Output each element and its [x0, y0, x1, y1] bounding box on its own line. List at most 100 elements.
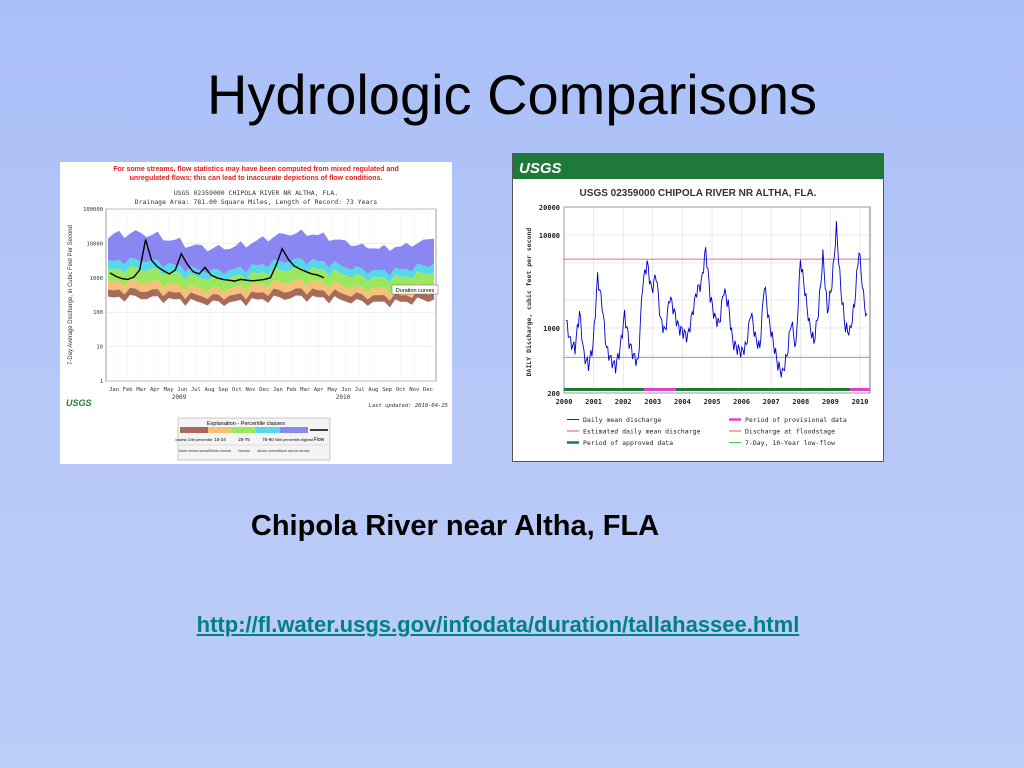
right-legend-label: Daily mean discharge [583, 416, 661, 424]
right-y-tick-label: 200 [547, 390, 560, 398]
right-x-tick-label: 2009 [822, 398, 839, 406]
left-x-tick-label: Jun [177, 387, 187, 393]
right-x-tick-label: 2003 [644, 398, 661, 406]
percentile-legend: Explanation - Percentile classes lowest-… [176, 417, 331, 461]
right-plot-area [563, 206, 871, 394]
right-x-tick-label: 2000 [556, 398, 573, 406]
band-above-normal [108, 257, 434, 283]
provisional-period-bar-2 [850, 388, 870, 391]
duration-label-box [391, 284, 439, 295]
left-header-line-1: USGS 02359000 CHIPOLA RIVER NR ALTHA, FL… [174, 189, 338, 197]
right-legend-label: 7-Day, 10-Year low-flow [745, 439, 835, 447]
usgs-header-bar [513, 154, 883, 179]
left-y-tick-label: 1 [100, 379, 103, 385]
right-legend-label: Discharge at floodstage [745, 428, 835, 436]
left-x-tick-label: Oct [232, 387, 242, 393]
legend-title: Explanation - Percentile classes [207, 421, 285, 427]
left-y-tick-label: 100 [93, 310, 103, 316]
daily-discharge-svg: USGS USGS 02359000 CHIPOLA RIVER NR ALTH… [513, 154, 883, 461]
left-x-tick-label: Sep [218, 387, 228, 393]
source-link[interactable]: http://fl.water.usgs.gov/infodata/durati… [196, 612, 800, 637]
left-y-axis-label: 7-Day Average Discharge, in Cubic Feet P… [68, 225, 74, 365]
left-x-tick-label: Nov [246, 387, 257, 393]
right-legend-label: Estimated daily mean discharge [583, 428, 700, 436]
left-plot-area: Duration curves [105, 208, 439, 382]
daily-discharge-figure: USGS USGS 02359000 CHIPOLA RIVER NR ALTH… [512, 153, 884, 462]
legend-desc-0: Much below normal [179, 449, 210, 453]
legend-class-2: 25-75 [238, 437, 250, 442]
legend-class-3: 76-90 [262, 437, 274, 442]
warning-line-1: For some streams, flow statistics may ha… [113, 166, 399, 173]
duration-hydrograph-figure: For some streams, flow statistics may ha… [60, 162, 452, 464]
left-x-tick-label: Jul [355, 387, 365, 393]
left-x-tick-label: Aug [205, 387, 215, 393]
band-normal [108, 266, 434, 294]
right-chart-title: USGS 02359000 CHIPOLA RIVER NR ALTHA, FL… [580, 188, 817, 199]
legend-class-1: 10-24 [214, 437, 226, 442]
slide-title: Hydrologic Comparisons [206, 63, 817, 126]
left-x-tick-label: May [164, 387, 175, 393]
right-y-axis-label: DAILY Discharge, cubic feet per second [525, 228, 533, 377]
left-x-tick-label: Feb [123, 387, 133, 393]
slide-subtitle: Chipola River near Altha, FLA [250, 510, 660, 542]
right-x-tick-label: 2007 [763, 398, 780, 406]
legend-class-4: 90th percentile-highest [275, 438, 314, 442]
right-legend-label: Period of provisional data [745, 416, 847, 424]
left-x-tick-label: Dec [259, 387, 269, 393]
right-y-tick-label: 1000 [543, 325, 560, 333]
left-x-tick-label: Nov [409, 387, 420, 393]
right-x-tick-label: 2008 [792, 398, 809, 406]
left-x-tick-label: Apr [150, 387, 161, 393]
left-x-tick-label: Feb [287, 387, 297, 393]
left-x-tick-label: Apr [314, 387, 325, 393]
usgs-logo-left: USGS [66, 398, 92, 408]
legend-desc-4: Much above normal [279, 449, 310, 453]
band-much-above-normal [108, 229, 434, 276]
right-y-tick-label: 20000 [539, 204, 560, 212]
flow-line [109, 239, 325, 282]
left-y-tick-label: 10000 [86, 241, 103, 247]
year-label-2009: 2009 [172, 394, 187, 401]
legend-desc-3: Above normal [257, 449, 279, 453]
right-x-tick-label: 2002 [615, 398, 632, 406]
left-x-tick-label: Mar [300, 387, 311, 393]
year-label-2010: 2010 [336, 394, 351, 401]
left-x-tick-label: Jun [341, 387, 351, 393]
left-x-tick-label: May [327, 387, 338, 393]
warning-line-2: unregulated flows; this can lead to inac… [130, 175, 383, 182]
approved-period-bar-2 [676, 388, 850, 391]
band-much-below-normal [108, 287, 434, 308]
left-x-tick-label: Aug [368, 387, 378, 393]
left-x-tick-label: Mar [136, 387, 147, 393]
usgs-logo-right: USGS [519, 160, 562, 177]
left-x-tick-label: Sep [382, 387, 392, 393]
legend-flow-label: Flow [314, 437, 325, 443]
left-x-tick-label: Jan [109, 387, 119, 393]
left-y-tick-label: 10 [96, 345, 103, 351]
right-x-tick-label: 2010 [852, 398, 869, 406]
right-x-tick-label: 2004 [674, 398, 691, 406]
legend-desc-1: Below normal [209, 449, 230, 453]
left-x-tick-label: Dec [423, 387, 433, 393]
provisional-period-bar-1 [644, 388, 676, 391]
left-x-tick-label: Jul [191, 387, 201, 393]
left-y-tick-label: 100000 [83, 207, 103, 213]
last-updated: Last updated: 2010-04-25 [369, 403, 448, 409]
left-y-tick-label: 1000 [90, 276, 103, 282]
right-x-tick-label: 2005 [704, 398, 721, 406]
band-below-normal [108, 279, 434, 301]
left-x-tick-label: Jan [273, 387, 283, 393]
duration-hydrograph-svg: For some streams, flow statistics may ha… [60, 162, 452, 464]
left-x-tick-label: Oct [396, 387, 406, 393]
right-x-tick-label: 2006 [733, 398, 750, 406]
legend-desc-2: Normal [238, 449, 250, 453]
usgs-logo-text: USGS [66, 398, 92, 408]
right-y-tick-label: 10000 [539, 232, 560, 240]
left-header-line-2: Drainage Area: 781.00 Square Miles, Leng… [135, 198, 378, 206]
right-x-tick-label: 2001 [585, 398, 602, 406]
right-legend-label: Period of approved data [583, 439, 673, 447]
approved-period-bar-1 [564, 388, 644, 391]
duration-curves-label: Duration curves [396, 288, 435, 294]
legend-class-0: lowest-10th percentile [176, 438, 213, 442]
right-legend: Daily mean discharge Period of provisiona… [567, 416, 847, 447]
